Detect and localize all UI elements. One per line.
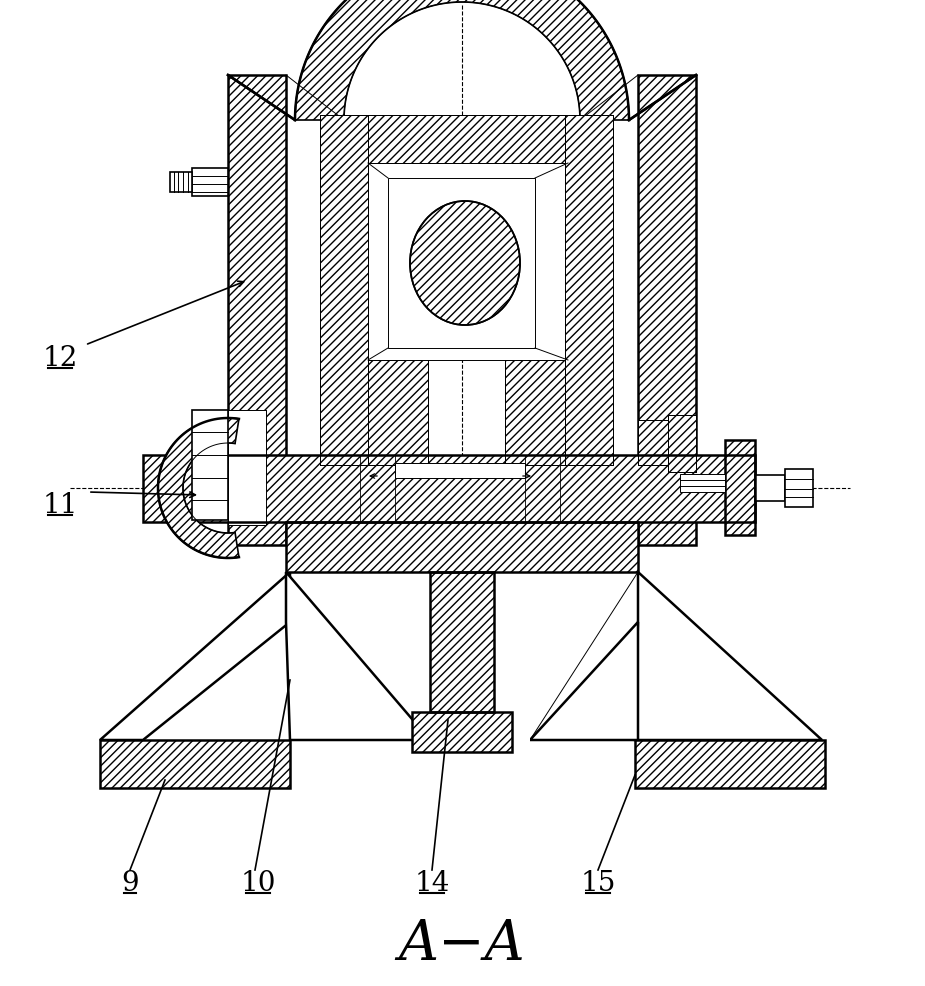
Bar	[395, 463, 525, 478]
Bar	[725, 440, 755, 535]
Bar	[100, 740, 290, 788]
Text: 10: 10	[240, 870, 276, 897]
Bar	[638, 75, 696, 545]
Bar	[430, 572, 494, 712]
Polygon shape	[158, 418, 239, 558]
Text: A−A: A−A	[399, 918, 525, 972]
Bar	[668, 415, 696, 472]
Bar	[170, 172, 192, 192]
Text: 14: 14	[414, 870, 450, 897]
Bar	[368, 360, 428, 465]
Bar	[228, 410, 266, 525]
Bar	[412, 712, 512, 752]
Bar	[228, 75, 286, 545]
Bar	[505, 360, 565, 465]
Bar	[638, 420, 668, 465]
Bar	[638, 420, 668, 465]
Bar	[286, 522, 638, 572]
Bar	[565, 115, 613, 465]
Bar	[668, 415, 696, 472]
Text: 11: 11	[43, 492, 78, 519]
Polygon shape	[286, 572, 430, 740]
Bar	[100, 740, 290, 788]
Polygon shape	[100, 572, 290, 740]
Bar	[320, 115, 368, 465]
Bar	[228, 75, 286, 545]
Text: 9: 9	[121, 870, 139, 897]
Bar	[785, 469, 813, 507]
Bar	[368, 360, 428, 465]
Bar	[368, 163, 565, 360]
Bar	[286, 522, 638, 572]
Polygon shape	[295, 0, 629, 120]
Bar	[320, 115, 368, 465]
Polygon shape	[530, 622, 638, 740]
Bar	[635, 740, 825, 788]
Bar	[192, 410, 228, 520]
Bar	[143, 455, 755, 522]
Bar	[388, 178, 535, 348]
Bar	[368, 115, 565, 163]
Bar	[638, 75, 696, 545]
Text: 12: 12	[43, 345, 78, 372]
Bar	[412, 712, 512, 752]
Text: 15: 15	[580, 870, 616, 897]
Bar	[192, 168, 228, 196]
Bar	[725, 440, 755, 535]
Bar	[395, 463, 525, 478]
Bar	[430, 712, 530, 780]
Polygon shape	[530, 572, 638, 740]
Bar	[228, 410, 266, 525]
Bar	[680, 474, 725, 492]
Bar	[505, 360, 565, 465]
Bar	[430, 572, 494, 712]
Bar	[755, 475, 785, 501]
Polygon shape	[635, 572, 822, 740]
Bar	[565, 115, 613, 465]
Bar	[635, 740, 825, 788]
Ellipse shape	[410, 201, 520, 325]
Bar	[143, 455, 755, 522]
Bar	[368, 115, 565, 163]
